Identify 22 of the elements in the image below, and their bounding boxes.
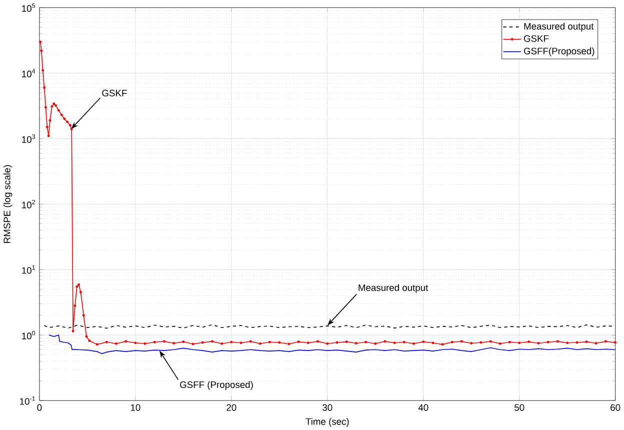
x-tick-label: 10 bbox=[130, 404, 140, 411]
x-tick-label: 30 bbox=[322, 404, 332, 411]
annotation: Measured output bbox=[358, 284, 428, 293]
legend-label: Measured output bbox=[524, 22, 594, 32]
y-tick-label: 10$^{1}$ bbox=[22, 265, 35, 274]
y-tick-label: 10$^{0}$ bbox=[22, 330, 36, 340]
x-tick-label: 0 bbox=[37, 404, 42, 411]
y-tick-label: 10$^{-1}$ bbox=[20, 396, 35, 405]
x-tick-label: 60 bbox=[610, 404, 620, 411]
x-tick-label: 20 bbox=[226, 404, 236, 411]
y-tick-label: 10$^{5}$ bbox=[22, 3, 36, 12]
y-tick-label: 10$^{2}$ bbox=[22, 200, 35, 208]
y-tick-label: 10$^{3}$ bbox=[22, 134, 35, 143]
legend-label: GSFF(Proposed) bbox=[524, 47, 594, 56]
y-axis-title: RMSPE (log scale) bbox=[3, 165, 12, 243]
x-tick-label: 50 bbox=[514, 404, 524, 411]
x-tick-label: 40 bbox=[418, 404, 428, 411]
y-tick-label: 10$^{4}$ bbox=[22, 68, 36, 78]
legend-label: GSKF bbox=[524, 35, 549, 42]
annotation: GSFF (Proposed) bbox=[180, 381, 253, 390]
x-axis-title: Time (sec) bbox=[306, 418, 349, 427]
annotation: GSKF bbox=[102, 90, 127, 96]
